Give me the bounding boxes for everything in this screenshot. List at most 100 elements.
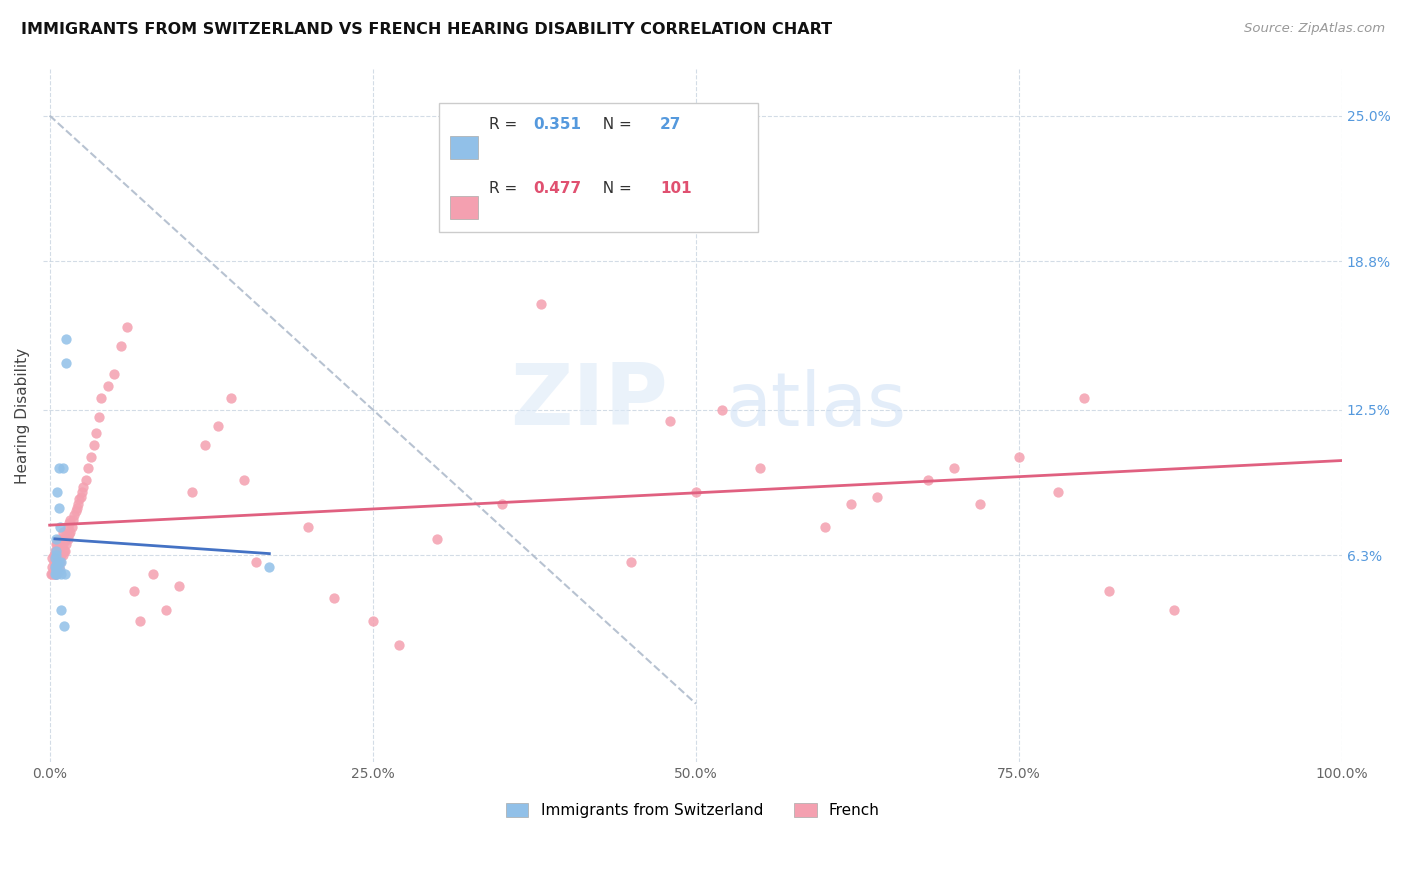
Point bbox=[207, 419, 229, 434]
Point bbox=[63, 508, 86, 523]
Point bbox=[259, 560, 281, 574]
Point bbox=[530, 297, 553, 311]
Point bbox=[53, 532, 76, 546]
Text: ZIP: ZIP bbox=[510, 360, 668, 443]
Point bbox=[122, 583, 145, 598]
Point bbox=[48, 501, 70, 516]
Point bbox=[46, 556, 69, 570]
Point bbox=[52, 549, 75, 563]
Text: 101: 101 bbox=[661, 181, 692, 196]
Point bbox=[48, 532, 70, 546]
Bar bbox=[450, 196, 478, 219]
Point bbox=[180, 484, 202, 499]
Point bbox=[51, 567, 73, 582]
Point bbox=[49, 556, 72, 570]
Point bbox=[167, 579, 190, 593]
Text: 0.477: 0.477 bbox=[533, 181, 581, 196]
Text: Source: ZipAtlas.com: Source: ZipAtlas.com bbox=[1244, 22, 1385, 36]
Point bbox=[45, 563, 67, 577]
Point bbox=[323, 591, 346, 605]
Point bbox=[155, 602, 177, 616]
Point bbox=[45, 558, 67, 572]
Point bbox=[44, 550, 66, 565]
Text: 27: 27 bbox=[661, 117, 682, 131]
Point bbox=[53, 543, 76, 558]
Point bbox=[44, 567, 66, 582]
Point bbox=[1046, 484, 1069, 499]
Point bbox=[52, 461, 75, 475]
Point bbox=[90, 391, 112, 405]
Point bbox=[83, 438, 105, 452]
Point bbox=[814, 520, 837, 534]
Point bbox=[659, 414, 682, 428]
Point bbox=[245, 556, 267, 570]
Point bbox=[55, 355, 77, 369]
Point bbox=[44, 543, 66, 558]
Point bbox=[620, 556, 643, 570]
Point bbox=[87, 409, 110, 424]
Point bbox=[48, 550, 70, 565]
Point bbox=[67, 497, 90, 511]
Point bbox=[49, 549, 72, 563]
Point bbox=[65, 504, 87, 518]
Point bbox=[52, 532, 75, 546]
Point bbox=[45, 532, 67, 546]
Point bbox=[58, 516, 80, 530]
Point bbox=[55, 332, 77, 346]
Point bbox=[361, 615, 384, 629]
Point bbox=[41, 567, 63, 582]
Point bbox=[48, 560, 70, 574]
Point bbox=[232, 473, 254, 487]
Point bbox=[42, 549, 65, 563]
Point bbox=[142, 567, 165, 582]
Point bbox=[297, 520, 319, 534]
Point bbox=[59, 513, 82, 527]
Point bbox=[115, 320, 138, 334]
Y-axis label: Hearing Disability: Hearing Disability bbox=[15, 347, 30, 483]
Point bbox=[52, 537, 75, 551]
Point bbox=[685, 484, 707, 499]
Point bbox=[45, 567, 67, 582]
Point bbox=[80, 450, 103, 464]
Point bbox=[46, 563, 69, 577]
Point bbox=[1008, 450, 1031, 464]
Point bbox=[42, 556, 65, 570]
Point bbox=[51, 537, 73, 551]
Point bbox=[97, 379, 120, 393]
Point bbox=[749, 461, 772, 475]
Point bbox=[555, 202, 578, 217]
Point bbox=[45, 537, 67, 551]
Point bbox=[52, 619, 75, 633]
Point bbox=[1163, 602, 1185, 616]
Text: atlas: atlas bbox=[725, 368, 907, 442]
Point bbox=[67, 491, 90, 506]
Point bbox=[60, 520, 83, 534]
Point bbox=[51, 556, 73, 570]
Point bbox=[59, 524, 82, 539]
Point bbox=[42, 563, 65, 577]
Point bbox=[46, 556, 69, 570]
Point bbox=[45, 549, 67, 563]
Point bbox=[49, 537, 72, 551]
Bar bbox=[450, 136, 478, 159]
Point bbox=[56, 520, 79, 534]
Legend: Immigrants from Switzerland, French: Immigrants from Switzerland, French bbox=[499, 797, 886, 824]
Point bbox=[42, 567, 65, 582]
Point bbox=[48, 461, 70, 475]
Point bbox=[52, 524, 75, 539]
Text: R =: R = bbox=[489, 181, 522, 196]
Point bbox=[46, 563, 69, 577]
Point bbox=[943, 461, 966, 475]
Point bbox=[194, 438, 217, 452]
Point bbox=[45, 556, 67, 570]
Point bbox=[110, 339, 132, 353]
Text: IMMIGRANTS FROM SWITZERLAND VS FRENCH HEARING DISABILITY CORRELATION CHART: IMMIGRANTS FROM SWITZERLAND VS FRENCH HE… bbox=[21, 22, 832, 37]
Point bbox=[77, 461, 100, 475]
Point bbox=[44, 560, 66, 574]
Point bbox=[70, 484, 93, 499]
Point bbox=[46, 567, 69, 582]
Point bbox=[55, 537, 77, 551]
Point bbox=[41, 560, 63, 574]
Text: N =: N = bbox=[592, 117, 637, 131]
Point bbox=[710, 402, 733, 417]
